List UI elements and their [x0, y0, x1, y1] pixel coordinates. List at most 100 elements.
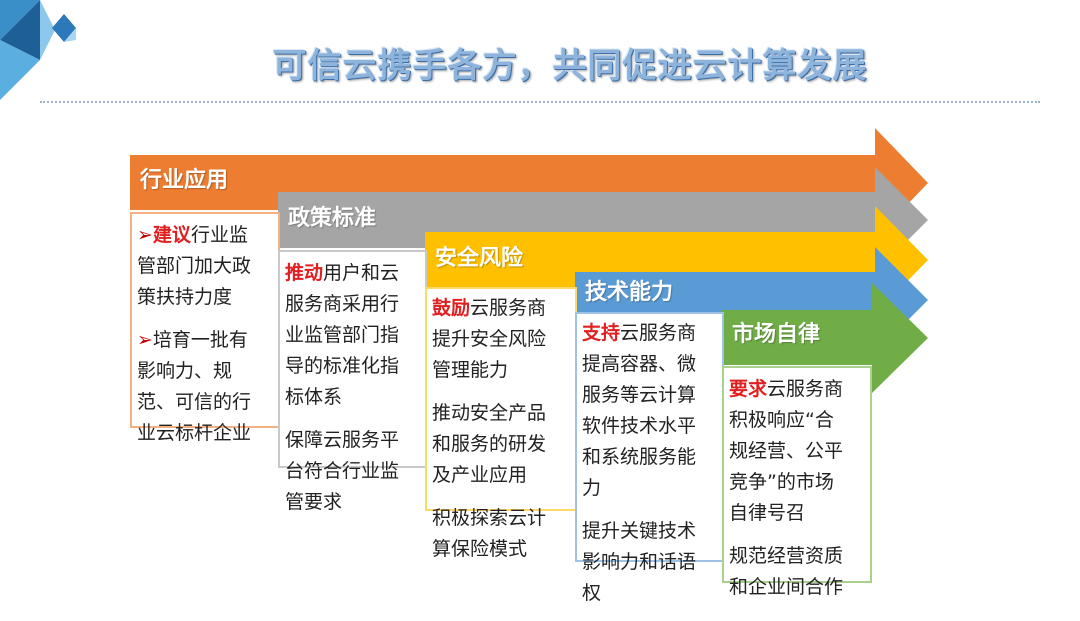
- line-text: 推动安全产品: [432, 402, 547, 424]
- line-text: 管要求: [285, 491, 343, 513]
- text-line: 推动用户和云: [285, 258, 399, 289]
- text-line: 服务等云计算: [582, 380, 696, 411]
- paragraph: 推动用户和云 服务商采用行 业监管部门指 导的标准化指 标体系: [285, 258, 399, 413]
- line-text: 自律号召: [729, 502, 806, 524]
- line-text: 积极响应“合: [729, 409, 834, 431]
- paragraph: 推动安全产品 和服务的研发 及产业应用: [432, 398, 546, 491]
- text-line: 导的标准化指: [285, 351, 399, 382]
- highlight-verb: 要求: [729, 378, 768, 400]
- text-line: 鼓励云服务商: [432, 293, 546, 324]
- text-line: 积极探索云计: [432, 503, 546, 534]
- text-line: 策扶持力度: [137, 282, 251, 313]
- corner-triangles-decoration: [0, 0, 76, 100]
- paragraph: 积极探索云计 算保险模式: [432, 503, 546, 565]
- text-market-self-discipline: 要求云服务商积极响应“合 规经营、公平 竞争”的市场 自律号召规范经营资质 和企业间合作: [729, 374, 843, 615]
- bullet-arrow-icon: ➢: [137, 329, 153, 351]
- line-text: 规经营、公平: [729, 440, 844, 462]
- paragraph: 保障云服务平 台符合行业监 管要求: [285, 425, 399, 518]
- text-line: 和服务的研发: [432, 429, 546, 460]
- line-text: 业云标杆企业: [137, 422, 252, 444]
- text-line: 积极响应“合: [729, 405, 843, 436]
- label-policy-standards: 政策标准: [288, 206, 377, 231]
- label-market-self-discipline: 市场自律: [732, 322, 821, 347]
- paragraph: 支持云服务商提高容器、微服务等云计算 软件技术水平和系统服务能力: [582, 318, 696, 504]
- line-text: 行业监: [190, 224, 248, 246]
- text-line: 服务商采用行: [285, 289, 399, 320]
- line-text: 云服务商: [620, 322, 697, 344]
- box-policy-standards: [278, 250, 427, 468]
- label-industry-application: 行业应用: [140, 168, 229, 193]
- line-text: 云服务商: [470, 297, 547, 319]
- text-line: 自律号召: [729, 498, 843, 529]
- line-text: 业监管部门指: [285, 324, 400, 346]
- paragraph: 规范经营资质 和企业间合作: [729, 541, 843, 603]
- text-line: 力: [582, 473, 696, 504]
- line-text: 提升关键技术: [582, 520, 697, 542]
- text-line: ➢培育一批有: [137, 325, 251, 356]
- line-text: 服务等云计算: [582, 384, 697, 406]
- text-line: 软件技术水平: [582, 411, 696, 442]
- line-text: 提升安全风险: [432, 328, 547, 350]
- box-tech-capability: [575, 312, 724, 562]
- box-market-self-discipline: [722, 366, 872, 583]
- text-line: 规范经营资质: [729, 541, 843, 572]
- line-text: 影响力和话语: [582, 551, 697, 573]
- line-text: 权: [582, 582, 602, 604]
- line-text: 用户和云: [323, 262, 400, 284]
- label-tech-capability: 技术能力: [585, 280, 674, 305]
- text-industry-application: ➢建议行业监 管部门加大政 策扶持力度 ➢培育一批有 影响力、规 范、可信的行 业云标杆企业: [137, 220, 251, 461]
- title-divider: [40, 101, 1040, 103]
- text-line: 提升安全风险: [432, 324, 546, 355]
- line-text: 策扶持力度: [137, 286, 233, 308]
- text-line: 范、可信的行: [137, 387, 251, 418]
- text-line: 影响力和话语: [582, 547, 696, 578]
- label-security-risk: 安全风险: [435, 246, 524, 271]
- text-line: 业监管部门指: [285, 320, 399, 351]
- line-text: 管理能力: [432, 359, 509, 381]
- line-text: 及产业应用: [432, 464, 528, 486]
- line-text: 培育一批有: [152, 329, 248, 351]
- text-line: 标体系: [285, 382, 399, 413]
- line-text: 力: [582, 477, 602, 499]
- text-line: 及产业应用: [432, 460, 546, 491]
- highlight-verb: 推动: [285, 262, 324, 284]
- highlight-verb: 建议: [152, 224, 191, 246]
- arrow-tech-capability: [575, 247, 928, 353]
- text-line: 竞争”的市场: [729, 467, 843, 498]
- text-line: 管要求: [285, 487, 399, 518]
- bullet-arrow-icon: ➢: [137, 224, 153, 246]
- line-text: 影响力、规: [137, 360, 233, 382]
- line-text: 规范经营资质: [729, 545, 844, 567]
- paragraph: 要求云服务商积极响应“合 规经营、公平 竞争”的市场 自律号召: [729, 374, 843, 529]
- text-line: ➢建议行业监: [137, 220, 251, 251]
- text-line: 业云标杆企业: [137, 418, 251, 449]
- highlight-verb: 鼓励: [432, 297, 471, 319]
- text-line: 推动安全产品: [432, 398, 546, 429]
- text-line: 和企业间合作: [729, 572, 843, 603]
- line-text: 范、可信的行: [137, 391, 252, 413]
- highlight-verb: 支持: [582, 322, 621, 344]
- text-line: 要求云服务商: [729, 374, 843, 405]
- text-security-risk: 鼓励云服务商提升安全风险 管理能力推动安全产品 和服务的研发 及产业应用积极探索云计算…: [432, 293, 546, 577]
- line-text: 导的标准化指: [285, 355, 400, 377]
- line-text: 标体系: [285, 386, 343, 408]
- paragraph: 鼓励云服务商提升安全风险 管理能力: [432, 293, 546, 386]
- text-line: 台符合行业监: [285, 456, 399, 487]
- arrow-industry-application: [130, 128, 928, 238]
- line-text: 和企业间合作: [729, 576, 844, 598]
- text-line: 和系统服务能: [582, 442, 696, 473]
- text-line: 权: [582, 578, 696, 609]
- line-text: 竞争”的市场: [729, 471, 834, 493]
- text-line: 影响力、规: [137, 356, 251, 387]
- line-text: 台符合行业监: [285, 460, 400, 482]
- line-text: 软件技术水平: [582, 415, 697, 437]
- line-text: 算保险模式: [432, 538, 528, 560]
- paragraph: ➢建议行业监 管部门加大政 策扶持力度: [137, 220, 251, 313]
- text-line: 提高容器、微: [582, 349, 696, 380]
- paragraph: ➢培育一批有影响力、规范、可信的行 业云标杆企业: [137, 325, 251, 449]
- line-text: 积极探索云计: [432, 507, 547, 529]
- text-line: 算保险模式: [432, 534, 546, 565]
- line-text: 和服务的研发: [432, 433, 547, 455]
- line-text: 云服务商: [767, 378, 844, 400]
- text-policy-standards: 推动用户和云 服务商采用行 业监管部门指 导的标准化指 标体系 保障云服务平 台符合行业监管…: [285, 258, 399, 530]
